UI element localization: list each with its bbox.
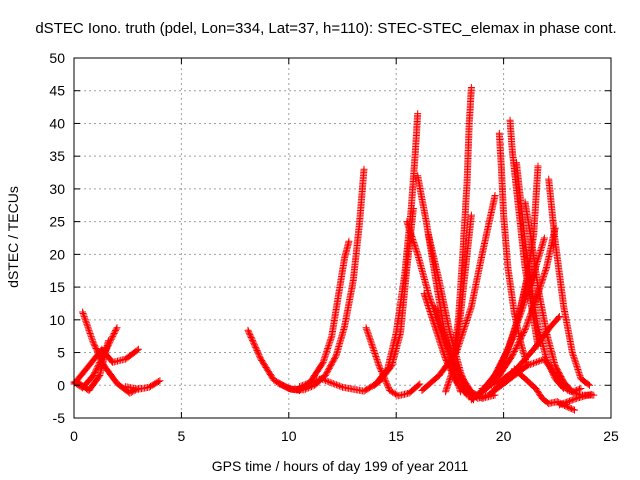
point-markers [495,129,531,370]
x-tick-label: 15 [388,428,404,444]
data-marks [70,84,598,414]
series-arc [371,110,422,389]
y-tick-label: 50 [49,50,65,66]
y-tick-label: 25 [49,214,65,230]
y-tick-label: -5 [53,410,66,426]
chart-title: dSTEC Iono. truth (pdel, Lon=334, Lat=37… [35,20,616,37]
x-tick-label: 5 [178,428,186,444]
series-arc [448,84,475,370]
point-markers [545,175,593,389]
x-tick-label: 20 [496,428,512,444]
point-markers [448,84,475,370]
series-arc [362,324,424,400]
x-axis-label: GPS time / hours of day 199 of year 2011 [212,458,469,474]
point-markers [122,377,164,393]
series-arc [72,337,112,394]
x-tick-label: 10 [281,428,297,444]
series-arc [555,390,596,409]
x-tick-label: 25 [603,428,619,444]
point-markers [371,110,422,389]
plot-frame [73,57,612,419]
series-arc [274,165,368,394]
x-tick-label: 0 [70,428,78,444]
y-tick-label: 5 [57,345,65,361]
point-markers [418,192,499,394]
point-markers [555,390,596,409]
series-arc [495,129,531,370]
y-tick-label: 20 [49,246,65,262]
series-arc [418,192,499,394]
y-tick-label: 30 [49,181,65,197]
y-tick-label: 45 [49,83,65,99]
point-markers [274,165,368,394]
point-markers [478,313,563,392]
y-tick-label: 0 [57,377,65,393]
y-tick-label: 15 [49,279,65,295]
series-arc [478,313,563,392]
y-tick-label: 40 [49,115,65,131]
point-markers [72,337,112,394]
y-tick-label: 35 [49,148,65,164]
y-tick-label: 10 [49,312,65,328]
series-arc [545,175,593,389]
series-arc [122,377,164,393]
y-axis-label: dSTEC / TECUs [5,186,21,288]
point-markers [362,324,424,400]
